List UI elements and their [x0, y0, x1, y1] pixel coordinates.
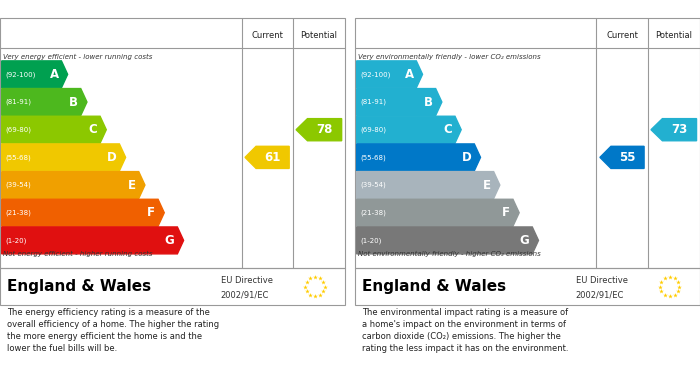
Polygon shape	[600, 146, 644, 169]
Polygon shape	[296, 118, 342, 141]
Text: Environmental Impact (CO₂) Rating: Environmental Impact (CO₂) Rating	[360, 2, 592, 16]
Text: F: F	[147, 206, 155, 219]
Text: (55-68): (55-68)	[5, 154, 31, 161]
Text: 55: 55	[620, 151, 636, 164]
Polygon shape	[356, 172, 500, 199]
Text: The environmental impact rating is a measure of
a home's impact on the environme: The environmental impact rating is a mea…	[362, 308, 568, 353]
Text: (81-91): (81-91)	[5, 99, 32, 105]
Text: Very environmentally friendly - lower CO₂ emissions: Very environmentally friendly - lower CO…	[358, 54, 541, 60]
Text: (39-54): (39-54)	[360, 182, 386, 188]
Text: (21-38): (21-38)	[5, 210, 31, 216]
Text: 2002/91/EC: 2002/91/EC	[576, 290, 624, 299]
Text: A: A	[405, 68, 414, 81]
Text: F: F	[502, 206, 510, 219]
Text: Current: Current	[251, 31, 283, 40]
Polygon shape	[1, 116, 106, 143]
Text: England & Wales: England & Wales	[7, 279, 151, 294]
Polygon shape	[651, 118, 696, 141]
Text: C: C	[89, 123, 97, 136]
Polygon shape	[356, 227, 538, 254]
Polygon shape	[1, 88, 87, 115]
Text: B: B	[69, 95, 78, 109]
Text: 2002/91/EC: 2002/91/EC	[221, 290, 270, 299]
Text: G: G	[520, 234, 529, 247]
Text: 78: 78	[316, 123, 332, 136]
Polygon shape	[356, 116, 461, 143]
Text: Very energy efficient - lower running costs: Very energy efficient - lower running co…	[4, 54, 153, 60]
Text: Energy Efficiency Rating: Energy Efficiency Rating	[5, 2, 168, 16]
Text: 61: 61	[265, 151, 281, 164]
Text: A: A	[50, 68, 59, 81]
Text: (21-38): (21-38)	[360, 210, 386, 216]
Text: EU Directive: EU Directive	[221, 276, 273, 285]
Polygon shape	[356, 88, 442, 115]
Text: D: D	[107, 151, 117, 164]
Text: B: B	[424, 95, 433, 109]
Text: England & Wales: England & Wales	[362, 279, 506, 294]
Text: E: E	[483, 179, 491, 192]
Polygon shape	[1, 227, 183, 254]
Polygon shape	[1, 61, 68, 88]
Polygon shape	[356, 144, 480, 171]
Polygon shape	[1, 199, 164, 226]
Text: (39-54): (39-54)	[5, 182, 31, 188]
Text: Not environmentally friendly - higher CO₂ emissions: Not environmentally friendly - higher CO…	[358, 251, 541, 257]
Text: (81-91): (81-91)	[360, 99, 386, 105]
Text: (1-20): (1-20)	[5, 237, 27, 244]
Polygon shape	[356, 199, 519, 226]
Text: (55-68): (55-68)	[360, 154, 386, 161]
Text: G: G	[165, 234, 174, 247]
Text: Potential: Potential	[300, 31, 337, 40]
Text: EU Directive: EU Directive	[576, 276, 628, 285]
Text: D: D	[462, 151, 472, 164]
Polygon shape	[1, 172, 145, 199]
Polygon shape	[245, 146, 289, 169]
Text: The energy efficiency rating is a measure of the
overall efficiency of a home. T: The energy efficiency rating is a measur…	[7, 308, 219, 353]
Text: (92-100): (92-100)	[5, 71, 36, 77]
Text: (69-80): (69-80)	[360, 126, 386, 133]
Polygon shape	[356, 61, 423, 88]
Text: 73: 73	[671, 123, 687, 136]
Text: E: E	[128, 179, 136, 192]
Text: Not energy efficient - higher running costs: Not energy efficient - higher running co…	[4, 251, 153, 257]
Text: Current: Current	[606, 31, 638, 40]
Text: (92-100): (92-100)	[360, 71, 391, 77]
Text: (1-20): (1-20)	[360, 237, 382, 244]
Polygon shape	[1, 144, 125, 171]
Text: C: C	[444, 123, 452, 136]
Text: Potential: Potential	[655, 31, 692, 40]
Text: (69-80): (69-80)	[5, 126, 32, 133]
